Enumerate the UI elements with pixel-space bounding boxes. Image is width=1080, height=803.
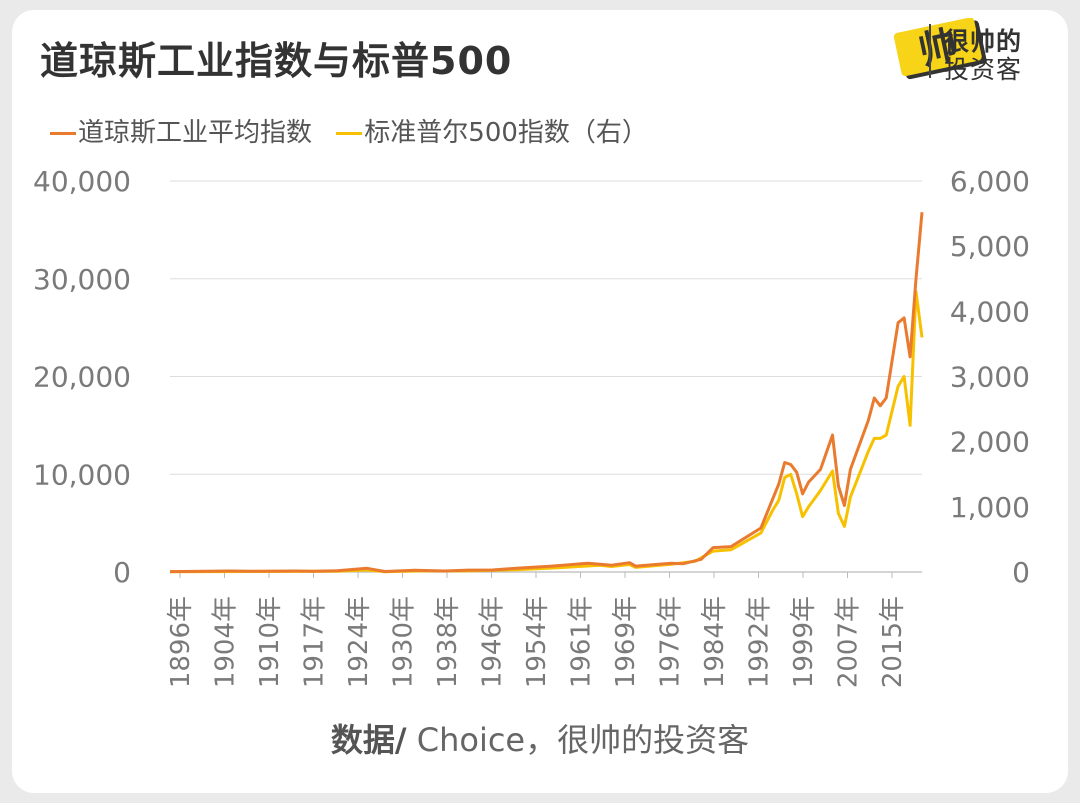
x-tick-label: 2007年 — [834, 596, 864, 688]
x-tick-label: 1992年 — [745, 596, 775, 688]
x-tick-label: 1984年 — [700, 596, 730, 688]
logo-divider — [929, 24, 931, 78]
x-tick-label: 1938年 — [433, 596, 463, 688]
x-tick-label: 1946年 — [478, 596, 508, 688]
legend-swatch-dow — [50, 132, 76, 135]
logo-mark: 帅 — [893, 18, 987, 80]
x-tick-label: 1954年 — [522, 596, 552, 688]
x-tick-label: 1930年 — [389, 596, 419, 688]
chart-legend: 道琼斯工业平均指数 标准普尔500指数（右） — [50, 112, 664, 152]
legend-label-dow: 道琼斯工业平均指数 — [78, 118, 313, 148]
x-tick-label: 1917年 — [300, 596, 330, 688]
y-right-tick-label: 1,000 — [950, 491, 1030, 524]
legend-item-sp500: 标准普尔500指数（右） — [336, 112, 648, 149]
logo-text-line2: 投资客 — [944, 55, 1023, 84]
x-tick-label: 1976年 — [656, 596, 686, 688]
chart-title: 道琼斯工业指数与标普500 — [40, 39, 513, 83]
x-tick-label: 1969年 — [611, 596, 641, 688]
legend-label-sp500: 标准普尔500指数（右） — [364, 118, 648, 148]
sp500-line — [169, 290, 924, 574]
x-tick-label: 1896年 — [166, 596, 196, 688]
legend-swatch-sp500 — [336, 132, 363, 135]
y-left-tick-label: 20,000 — [33, 361, 131, 394]
x-tick-label: 1924年 — [344, 596, 374, 688]
y-right-tick-label: 3,000 — [950, 361, 1030, 394]
chart-card — [12, 10, 1068, 793]
y-right-tick-label: 5,000 — [950, 230, 1030, 263]
y-right-tick-label: 2,000 — [950, 426, 1030, 459]
x-tick-label: 2015年 — [878, 596, 908, 688]
x-tick-label: 1910年 — [255, 596, 285, 688]
y-right-tick-label: 6,000 — [950, 165, 1030, 198]
source-bold: 数据/ — [330, 721, 407, 759]
y-right-tick-label: 4,000 — [950, 295, 1030, 328]
logo-text-line1: 很帅的 — [944, 27, 1023, 56]
y-left-tick-label: 0 — [113, 556, 131, 589]
logo-glyph: 帅 — [915, 22, 961, 73]
y-left-tick-label: 10,000 — [33, 458, 131, 491]
y-right-tick-label: 0 — [1012, 556, 1030, 589]
data-source: 数据/ Choice，很帅的投资客 — [0, 715, 1080, 761]
y-left-tick-label: 40,000 — [33, 165, 131, 198]
x-tick-label: 1961年 — [567, 596, 597, 688]
x-tick-label: 1904年 — [211, 596, 241, 688]
legend-item-dow: 道琼斯工业平均指数 — [50, 112, 312, 149]
x-tick-label: 1999年 — [789, 596, 819, 688]
y-left-tick-label: 30,000 — [33, 263, 131, 296]
dow-line — [169, 212, 924, 574]
source-text: Choice，很帅的投资客 — [406, 721, 750, 759]
